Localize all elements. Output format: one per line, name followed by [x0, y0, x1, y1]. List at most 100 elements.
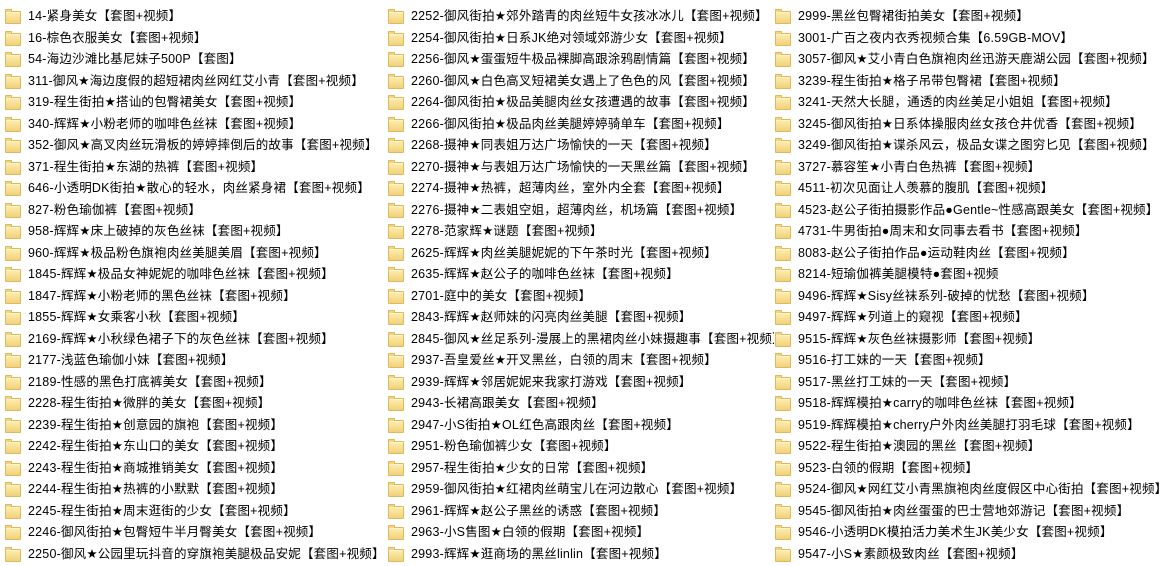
folder-item[interactable]: 958-辉辉★床上破掉的灰色丝袜【套图+视频】	[4, 221, 387, 243]
folder-item[interactable]: 3245-御风街拍★日系体操服肉丝女孩仓井优香【套图+视频】	[774, 114, 1160, 136]
folder-item[interactable]: 9545-御风街拍★肉丝蛋蛋的巴士营地郊游记【套图+视频】	[774, 501, 1160, 523]
folder-item[interactable]: 9517-黑丝打工妹的一天【套图+视频】	[774, 372, 1160, 394]
folder-item[interactable]: 2243-程生街拍★商城推销美女【套图+视频】	[4, 458, 387, 480]
folder-icon	[775, 396, 791, 412]
folder-item[interactable]: 2239-程生街拍★创意园的旗袍【套图+视频】	[4, 415, 387, 437]
folder-item[interactable]: 2189-性感的黑色打底裤美女【套图+视频】	[4, 372, 387, 394]
folder-item[interactable]: 3001-广百之夜内衣秀视频合集【6.59GB-MOV】	[774, 28, 1160, 50]
folder-icon	[775, 546, 791, 562]
folder-name-label: 2266-御风街拍★极品肉丝美腿婷婷骑单车【套图+视频】	[411, 116, 730, 131]
folder-item[interactable]: 8083-赵公子街拍作品●运动鞋肉丝【套图+视频】	[774, 243, 1160, 265]
folder-item[interactable]: 2177-浅蓝色瑜伽小妹【套图+视频】	[4, 350, 387, 372]
folder-item[interactable]: 960-辉辉★极品粉色旗袍肉丝美腿美眉【套图+视频】	[4, 243, 387, 265]
folder-item[interactable]: 9519-辉辉模拍★cherry户外肉丝美腿打羽毛球【套图+视频】	[774, 415, 1160, 437]
folder-item[interactable]: 3239-程生街拍★格子吊带包臀裙【套图+视频】	[774, 71, 1160, 93]
folder-item[interactable]: 9497-辉辉★列道上的窥视【套图+视频】	[774, 307, 1160, 329]
folder-item[interactable]: 2957-程生街拍★少女的日常【套图+视频】	[387, 458, 774, 480]
folder-icon	[775, 374, 791, 390]
folder-icon	[5, 52, 21, 68]
folder-icon	[388, 224, 404, 240]
folder-item[interactable]: 2242-程生街拍★东山口的美女【套图+视频】	[4, 436, 387, 458]
folder-name-label: 14-紧身美女【套图+视频】	[28, 9, 182, 23]
folder-name-label: 2625-辉辉★肉丝美腿妮妮的下午茶时光【套图+视频】	[411, 245, 717, 260]
folder-item[interactable]: 9523-白领的假期【套图+视频】	[774, 458, 1160, 480]
folder-icon	[5, 546, 21, 562]
folder-item[interactable]: 311-御风★海边度假的超短裙肉丝网红艾小青【套图+视频】	[4, 71, 387, 93]
folder-item[interactable]: 2264-御风街拍★极品美腿肉丝女孩遭遇的故事【套图+视频】	[387, 92, 774, 114]
folder-item[interactable]: 2246-御风街拍★包臀短牛半月臀美女【套图+视频】	[4, 522, 387, 544]
folder-item[interactable]: 2244-程生街拍★热裤的小默默【套图+视频】	[4, 479, 387, 501]
folder-item[interactable]: 54-海边沙滩比基尼妹子500P【套图】	[4, 49, 387, 71]
folder-item[interactable]: 2701-庭中的美女【套图+视频】	[387, 286, 774, 308]
folder-item[interactable]: 2999-黑丝包臀裙街拍美女【套图+视频】	[774, 6, 1160, 28]
folder-item[interactable]: 2635-辉辉★赵公子的咖啡色丝袜【套图+视频】	[387, 264, 774, 286]
folder-item[interactable]: 2845-御风★丝足系列-漫展上的黑裙肉丝小妹摄趣事【套图+视频】	[387, 329, 774, 351]
folder-item[interactable]: 2278-范家辉★谜题【套图+视频】	[387, 221, 774, 243]
folder-item[interactable]: 4523-赵公子街拍摄影作品●Gentle~性感高跟美女【套图+视频】	[774, 200, 1160, 222]
folder-item[interactable]: 2252-御风街拍★郊外踏青的肉丝短牛女孩冰冰儿【套图+视频】	[387, 6, 774, 28]
folder-item[interactable]: 2625-辉辉★肉丝美腿妮妮的下午茶时光【套图+视频】	[387, 243, 774, 265]
folder-item[interactable]: 2961-辉辉★赵公子黑丝的诱惑【套图+视频】	[387, 501, 774, 523]
folder-item[interactable]: 646-小透明DK街拍★散心的轻水，肉丝紧身裙【套图+视频】	[4, 178, 387, 200]
folder-item[interactable]: 9515-辉辉★灰色丝袜摄影师【套图+视频】	[774, 329, 1160, 351]
folder-item[interactable]: 2228-程生街拍★微胖的美女【套图+视频】	[4, 393, 387, 415]
folder-name-label: 1845-辉辉★极品女神妮妮的咖啡色丝袜【套图+视频】	[28, 267, 334, 281]
folder-item[interactable]: 352-御风★高叉肉丝玩滑板的婷婷摔倒后的故事【套图+视频】	[4, 135, 387, 157]
folder-item[interactable]: 2937-吾皇爱丝★开叉黑丝，白领的周末【套图+视频】	[387, 350, 774, 372]
folder-name-label: 9516-打工妹的一天【套图+视频】	[798, 353, 991, 367]
folder-item[interactable]: 1845-辉辉★极品女神妮妮的咖啡色丝袜【套图+视频】	[4, 264, 387, 286]
folder-name-label: 2177-浅蓝色瑜伽小妹【套图+视频】	[28, 353, 234, 367]
folder-item[interactable]: 2959-御风街拍★红裙肉丝萌宝儿在河边散心【套图+视频】	[387, 479, 774, 501]
folder-item[interactable]: 319-程生街拍★搭讪的包臀裙美女【套图+视频】	[4, 92, 387, 114]
folder-item[interactable]: 3727-慕容笙★小青白色热裤【套图+视频】	[774, 157, 1160, 179]
folder-item[interactable]: 16-棕色衣服美女【套图+视频】	[4, 28, 387, 50]
folder-item[interactable]: 9546-小透明DK模拍活力美术生JK美少女【套图+视频】	[774, 522, 1160, 544]
folder-item[interactable]: 2943-长裙高跟美女【套图+视频】	[387, 393, 774, 415]
folder-item[interactable]: 2250-御风★公园里玩抖音的穿旗袍美腿极品安妮【套图+视频】	[4, 544, 387, 566]
folder-icon	[775, 159, 791, 175]
folder-item[interactable]: 3241-天然大长腿，通透的肉丝美足小姐姐【套图+视频】	[774, 92, 1160, 114]
folder-item[interactable]: 2254-御风街拍★日系JK绝对领域郊游少女【套图+视频】	[387, 28, 774, 50]
folder-item[interactable]: 1855-辉辉★女乘客小秋【套图+视频】	[4, 307, 387, 329]
folder-item[interactable]: 2939-辉辉★邻居妮妮来我家打游戏【套图+视频】	[387, 372, 774, 394]
folder-item[interactable]: 9516-打工妹的一天【套图+视频】	[774, 350, 1160, 372]
folder-item[interactable]: 4731-牛男街拍●周末和女同事去看书【套图+视频】	[774, 221, 1160, 243]
folder-item[interactable]: 9522-程生街拍★澳园的黑丝【套图+视频】	[774, 436, 1160, 458]
folder-item[interactable]: 3057-御风★艾小青白色旗袍肉丝迅游天鹿湖公园【套图+视频】	[774, 49, 1160, 71]
folder-item[interactable]: 2843-辉辉★赵师妹的闪亮肉丝美腿【套图+视频】	[387, 307, 774, 329]
folder-item[interactable]: 2947-小S街拍★OL红色高跟肉丝【套图+视频】	[387, 415, 774, 437]
folder-name-label: 2189-性感的黑色打底裤美女【套图+视频】	[28, 374, 272, 389]
folder-item[interactable]: 3249-御风街拍★谍杀风云，极品女谍之图穷匕见【套图+视频】	[774, 135, 1160, 157]
folder-name-label: 2701-庭中的美女【套图+视频】	[411, 288, 592, 303]
folder-name-label: 2843-辉辉★赵师妹的闪亮肉丝美腿【套图+视频】	[411, 310, 692, 324]
folder-item[interactable]: 2270-摄神★与表姐万达广场愉快的一天黑丝篇【套图+视频】	[387, 157, 774, 179]
folder-item[interactable]: 2276-摄神★二表姐空姐，超薄肉丝，机场篇【套图+视频】	[387, 200, 774, 222]
folder-item[interactable]: 1847-辉辉★小粉老师的黑色丝袜【套图+视频】	[4, 286, 387, 308]
folder-item[interactable]: 9518-辉辉模拍★carry的咖啡色丝袜【套图+视频】	[774, 393, 1160, 415]
folder-item[interactable]: 2245-程生街拍★周末逛街的少女【套图+视频】	[4, 501, 387, 523]
folder-icon	[775, 310, 791, 326]
folder-item[interactable]: 2951-粉色瑜伽裤少女【套图+视频】	[387, 436, 774, 458]
folder-item[interactable]: 8214-短瑜伽裤美腿模特●套图+视频	[774, 264, 1160, 286]
folder-item[interactable]: 9496-辉辉★Sisy丝袜系列-破掉的忧愁【套图+视频】	[774, 286, 1160, 308]
folder-name-label: 9523-白领的假期【套图+视频】	[798, 460, 979, 475]
folder-item[interactable]: 371-程生街拍★东湖的热裤【套图+视频】	[4, 157, 387, 179]
folder-item[interactable]: 2169-辉辉★小秋绿色裙子下的灰色丝袜【套图+视频】	[4, 329, 387, 351]
folder-icon	[5, 224, 21, 240]
folder-item[interactable]: 2256-御风★蛋蛋短牛极品裸脚高跟涂鸦剧情篇【套图+视频】	[387, 49, 774, 71]
folder-item[interactable]: 2993-辉辉★逛商场的黑丝linlin【套图+视频】	[387, 544, 774, 566]
folder-item[interactable]: 827-粉色瑜伽裤【套图+视频】	[4, 200, 387, 222]
folder-item[interactable]: 340-辉辉★小粉老师的咖啡色丝袜【套图+视频】	[4, 114, 387, 136]
folder-item[interactable]: 9547-小S★素颜极致肉丝【套图+视频】	[774, 544, 1160, 566]
folder-item[interactable]: 14-紧身美女【套图+视频】	[4, 6, 387, 28]
folder-item[interactable]: 2266-御风街拍★极品肉丝美腿婷婷骑单车【套图+视频】	[387, 114, 774, 136]
folder-item[interactable]: 4511-初次见面让人羡慕的腹肌【套图+视频】	[774, 178, 1160, 200]
folder-item[interactable]: 2274-摄神★热裤，超薄肉丝，室外内全套【套图+视频】	[387, 178, 774, 200]
folder-item[interactable]: 2963-小S售图★白领的假期【套图+视频】	[387, 522, 774, 544]
folder-icon	[775, 181, 791, 197]
folder-item[interactable]: 9524-御风★网红艾小青黑旗袍肉丝度假区中心街拍【套图+视频】	[774, 479, 1160, 501]
folder-name-label: 827-粉色瑜伽裤【套图+视频】	[28, 202, 202, 217]
folder-item[interactable]: 2260-御风★白色高叉短裙美女遇上了色色的风【套图+视频】	[387, 71, 774, 93]
folder-name-label: 2276-摄神★二表姐空姐，超薄肉丝，机场篇【套图+视频】	[411, 202, 743, 217]
folder-item[interactable]: 2268-摄神★同表姐万达广场愉快的一天【套图+视频】	[387, 135, 774, 157]
